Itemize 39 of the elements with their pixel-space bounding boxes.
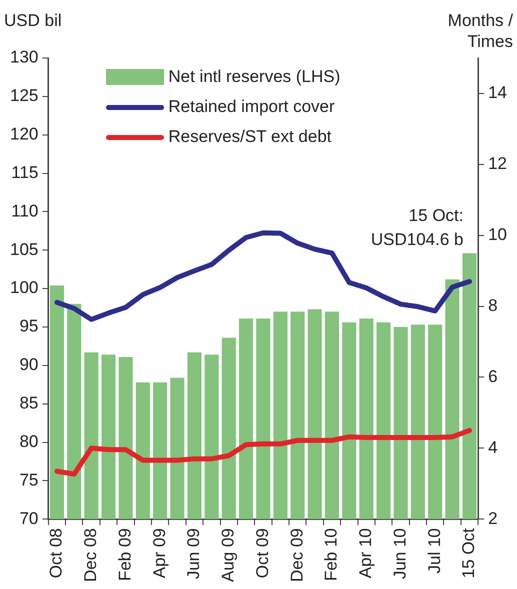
- legend-label: Net intl reserves (LHS): [168, 67, 340, 87]
- y-tick-label: 100: [10, 278, 38, 298]
- x-tick-label: Apr 09: [150, 528, 169, 578]
- y2-tick-label: 14: [488, 83, 508, 102]
- y2-tick-label: 12: [488, 154, 508, 174]
- y2-axis-title: Months / Times: [446, 10, 513, 52]
- x-tick-label: Aug 09: [218, 528, 238, 582]
- x-tick-label: Oct 09: [252, 528, 272, 578]
- y-axis-title: USD bil: [4, 10, 62, 31]
- y2-tick-label: 4: [488, 438, 498, 457]
- annotation: 15 Oct: USD104.6 b: [370, 206, 464, 250]
- x-tick-label: Apr 10: [356, 528, 376, 578]
- y-tick-label: 85: [19, 394, 38, 413]
- y2-tick-label: 2: [488, 508, 498, 528]
- x-tick-label: Oct 08: [46, 528, 66, 578]
- legend-label: Retained import cover: [168, 97, 335, 117]
- x-tick-label: Jun 09: [184, 528, 204, 580]
- y-tick-label: 110: [11, 201, 38, 220]
- x-tick-label: Dec 09: [287, 528, 306, 582]
- x-tick-label: Feb 10: [322, 528, 341, 582]
- y-tick-label: 130: [10, 48, 38, 67]
- y-tick-label: 95: [19, 316, 38, 336]
- legend-label: Reserves/ST ext debt: [168, 127, 332, 147]
- x-tick-label: 15 Oct: [459, 528, 478, 578]
- x-tick-label: Feb 09: [115, 528, 134, 582]
- y2-tick-label: 6: [488, 366, 498, 386]
- y-tick-label: 120: [10, 124, 38, 144]
- x-tick-label: Dec 08: [81, 528, 100, 582]
- y-tick-label: 80: [19, 432, 38, 451]
- y2-tick-label: 10: [488, 225, 508, 244]
- y-tick-label: 75: [19, 470, 38, 490]
- x-tick-label: Jul 10: [424, 528, 444, 574]
- y-tick-label: 90: [19, 355, 38, 374]
- y-tick-label: 115: [11, 162, 38, 182]
- x-tick-label: Jun 10: [390, 528, 410, 580]
- y-tick-label: 70: [19, 508, 38, 528]
- y2-tick-label: 8: [488, 296, 498, 315]
- y-tick-label: 105: [10, 240, 38, 259]
- y-tick-label: 125: [10, 86, 38, 106]
